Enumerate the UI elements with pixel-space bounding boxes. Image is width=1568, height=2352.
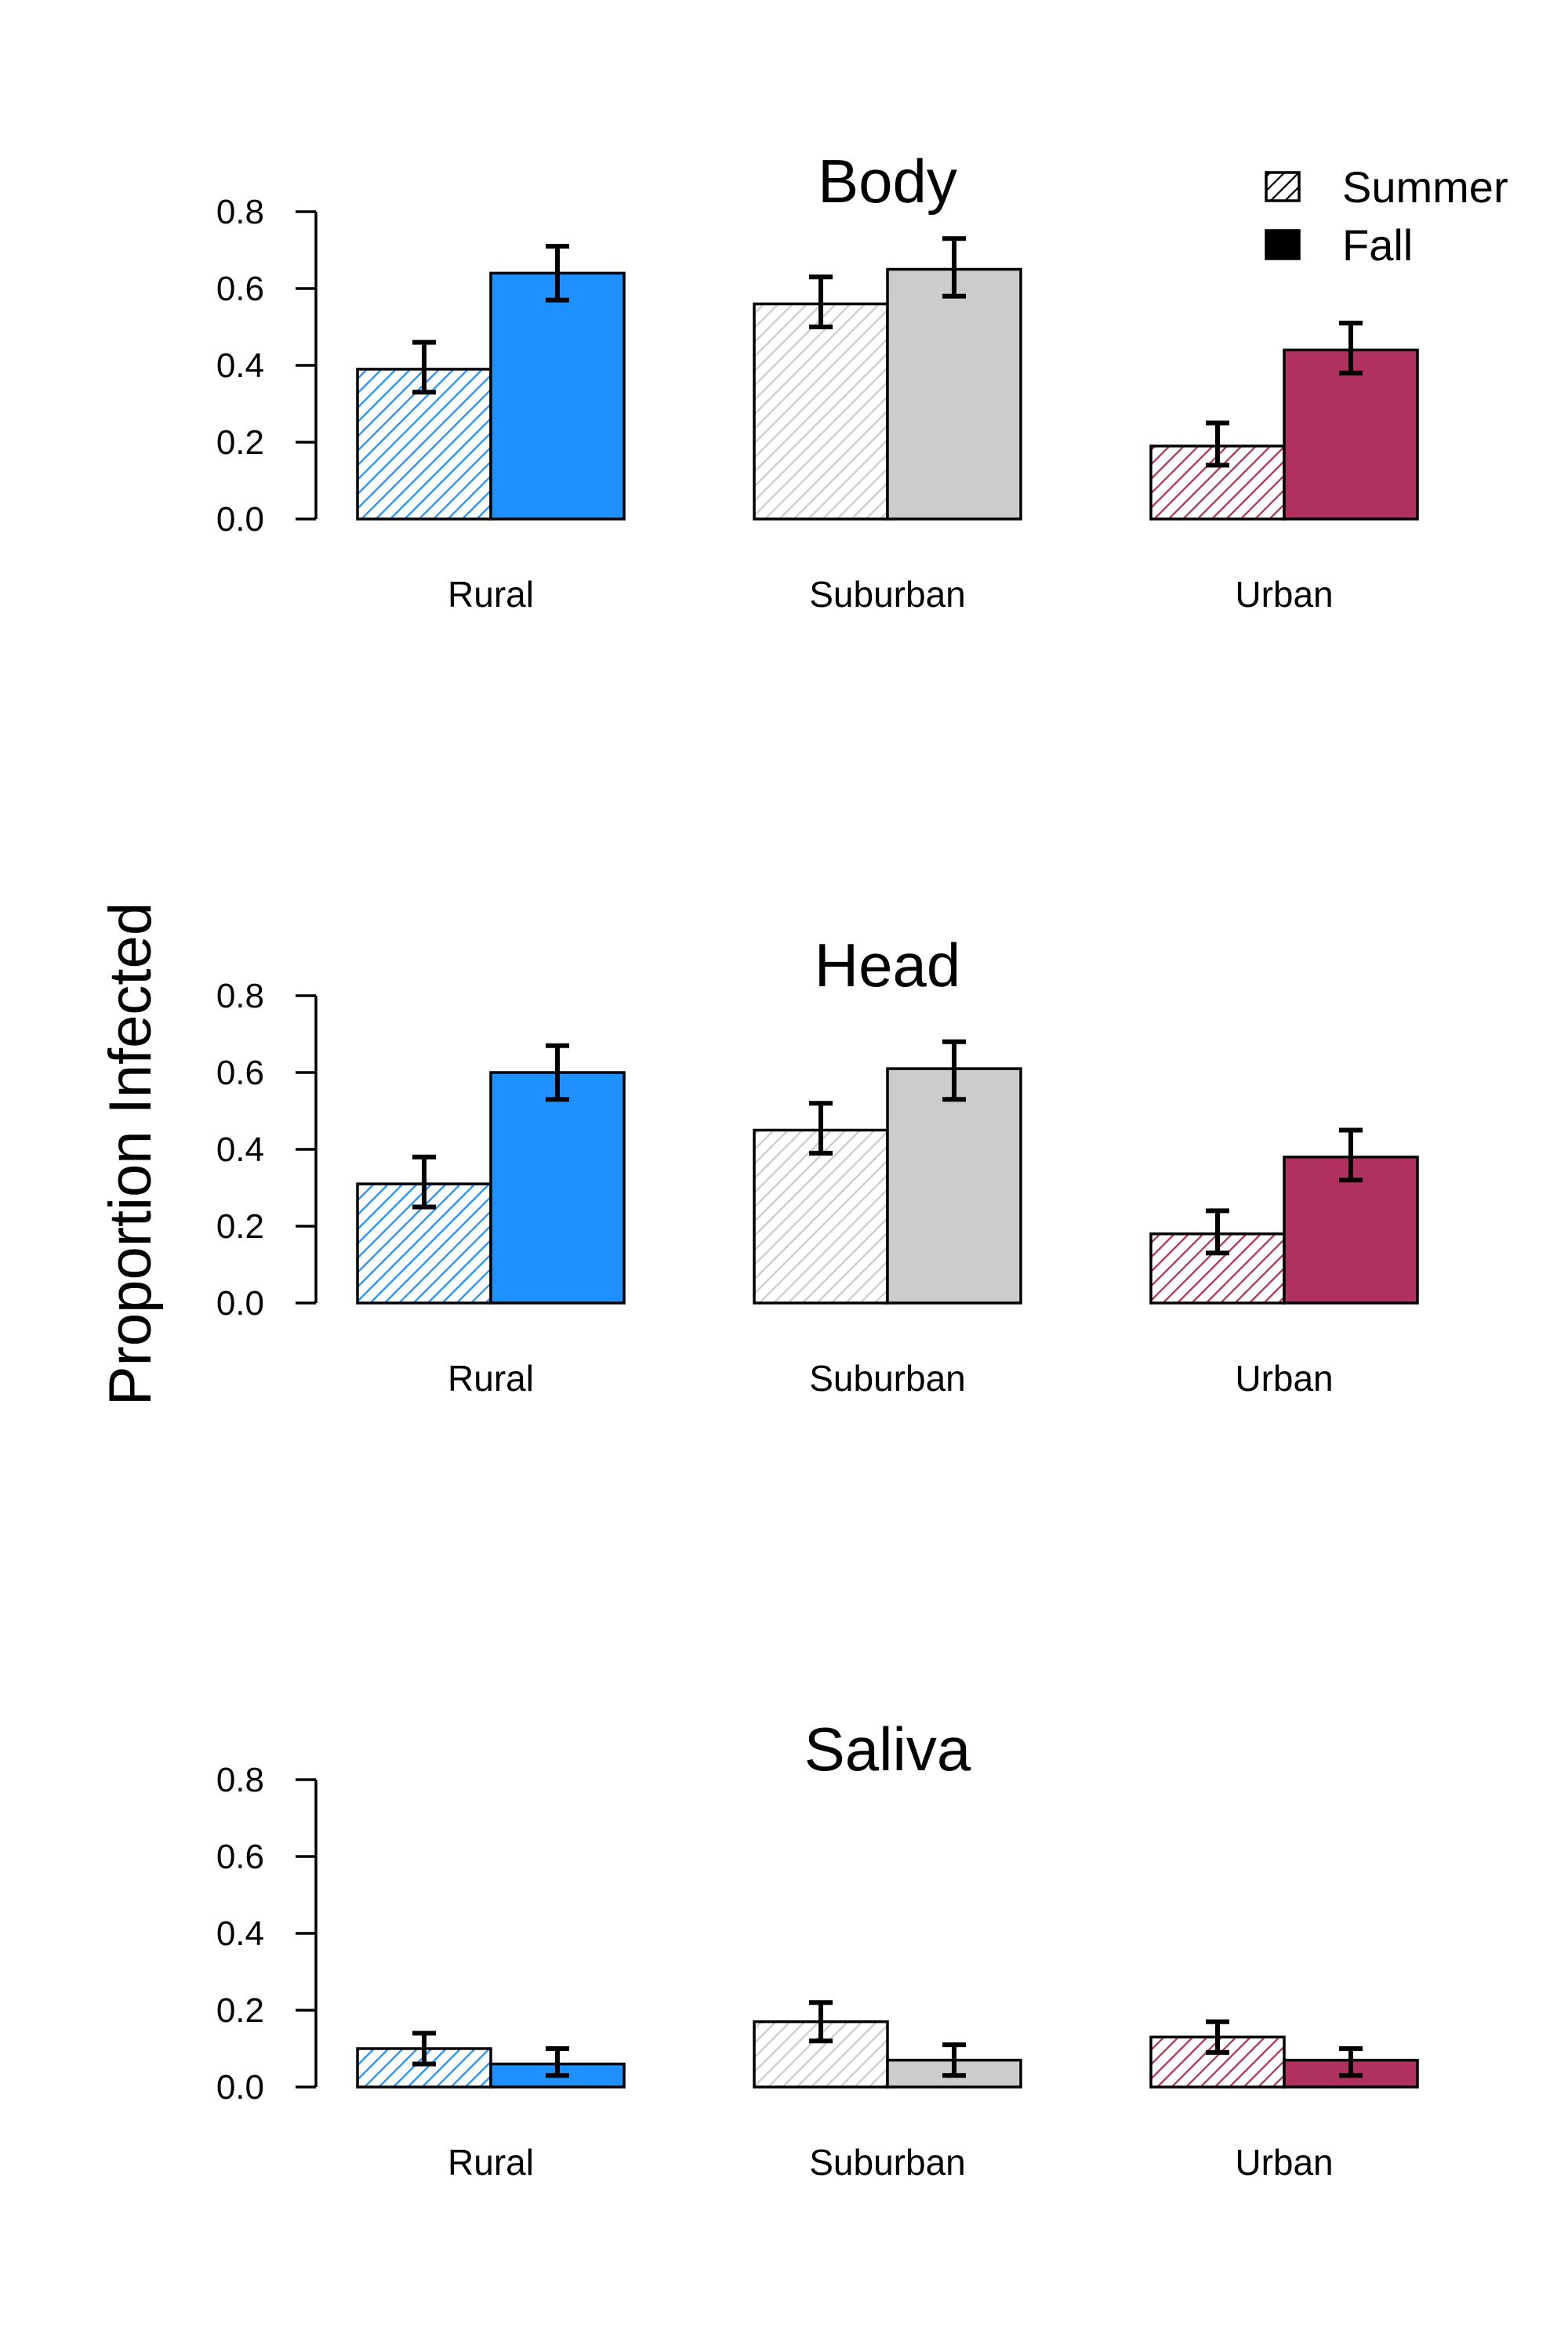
error-bar-suburban-summer bbox=[809, 1101, 833, 1156]
y-tick-label: 0.8 bbox=[216, 977, 264, 1015]
legend: Summer Fall bbox=[1265, 162, 1508, 270]
error-bar-urban-summer bbox=[1206, 420, 1229, 468]
panel-saliva: Saliva 0.0 0.2 0.4 0.6 0.8 Rural Suburban Urban bbox=[216, 1715, 1419, 2183]
error-bar-rural-summer bbox=[412, 339, 436, 395]
panel-title: Body bbox=[818, 147, 957, 216]
legend-swatch-summer bbox=[1265, 171, 1301, 202]
error-bar-rural-summer bbox=[412, 1154, 436, 1210]
y-tick-label: 0.2 bbox=[216, 1991, 264, 2030]
y-tick-label: 0.4 bbox=[216, 1131, 264, 1169]
panel-title: Saliva bbox=[804, 1715, 971, 1784]
category-label-rural: Rural bbox=[448, 2142, 534, 2183]
error-bar-rural-summer bbox=[412, 2031, 436, 2067]
category-label-suburban: Suburban bbox=[809, 1358, 966, 1399]
y-tick-label: 0.0 bbox=[216, 2068, 264, 2107]
error-bar-suburban-fall bbox=[942, 236, 966, 299]
error-bar-urban-fall bbox=[1339, 321, 1363, 376]
y-tick-label: 0.4 bbox=[216, 1915, 264, 1953]
error-bar-suburban-summer bbox=[809, 274, 833, 329]
error-bar-urban-fall bbox=[1339, 1127, 1363, 1183]
category-label-urban: Urban bbox=[1235, 574, 1333, 615]
y-tick-label: 0.6 bbox=[216, 270, 264, 308]
y-axis-title: Proportion Infected bbox=[97, 902, 164, 1406]
error-bar-urban-fall bbox=[1339, 2046, 1363, 2078]
bar-rural-fall bbox=[489, 271, 626, 521]
panel-body: Body 0.0 0.2 0.4 0.6 0.8 Rural Suburban Urban bbox=[216, 147, 1419, 615]
bar-suburban-fall bbox=[886, 1067, 1022, 1305]
category-label-urban: Urban bbox=[1235, 1358, 1333, 1399]
bar-rural-fall bbox=[489, 1071, 626, 1305]
error-bar-rural-fall bbox=[546, 2046, 569, 2078]
y-tick-label: 0.8 bbox=[216, 1761, 264, 1799]
error-bar-suburban-fall bbox=[942, 2042, 966, 2078]
y-tick-label: 0.0 bbox=[216, 500, 264, 539]
error-bar-urban-summer bbox=[1206, 2019, 1229, 2055]
error-bar-urban-summer bbox=[1206, 1208, 1229, 1256]
y-tick-label: 0.6 bbox=[216, 1838, 264, 1876]
bar-suburban-summer bbox=[753, 1128, 889, 1305]
category-label-suburban: Suburban bbox=[809, 574, 966, 615]
category-label-rural: Rural bbox=[448, 1358, 534, 1399]
category-label-urban: Urban bbox=[1235, 2142, 1333, 2183]
y-tick-label: 0.2 bbox=[216, 1207, 264, 1246]
panel-head: Head 0.0 0.2 0.4 0.6 0.8 Rural Suburban Urban bbox=[216, 931, 1419, 1399]
legend-label-fall: Fall bbox=[1342, 220, 1413, 270]
bar-suburban-summer bbox=[753, 302, 889, 521]
legend-swatch-fall bbox=[1265, 229, 1301, 260]
y-tick-label: 0.8 bbox=[216, 193, 264, 231]
error-bar-rural-fall bbox=[546, 244, 569, 303]
y-tick-label: 0.6 bbox=[216, 1054, 264, 1092]
error-bar-suburban-summer bbox=[809, 2000, 833, 2044]
y-tick-label: 0.2 bbox=[216, 423, 264, 462]
error-bar-suburban-fall bbox=[942, 1039, 966, 1102]
error-bar-rural-fall bbox=[546, 1043, 569, 1102]
y-tick-label: 0.0 bbox=[216, 1284, 264, 1323]
category-label-suburban: Suburban bbox=[809, 2142, 966, 2183]
bar-suburban-fall bbox=[886, 267, 1022, 521]
category-label-rural: Rural bbox=[448, 574, 534, 615]
legend-label-summer: Summer bbox=[1342, 162, 1508, 212]
panel-title: Head bbox=[815, 931, 960, 1000]
y-tick-label: 0.4 bbox=[216, 347, 264, 385]
